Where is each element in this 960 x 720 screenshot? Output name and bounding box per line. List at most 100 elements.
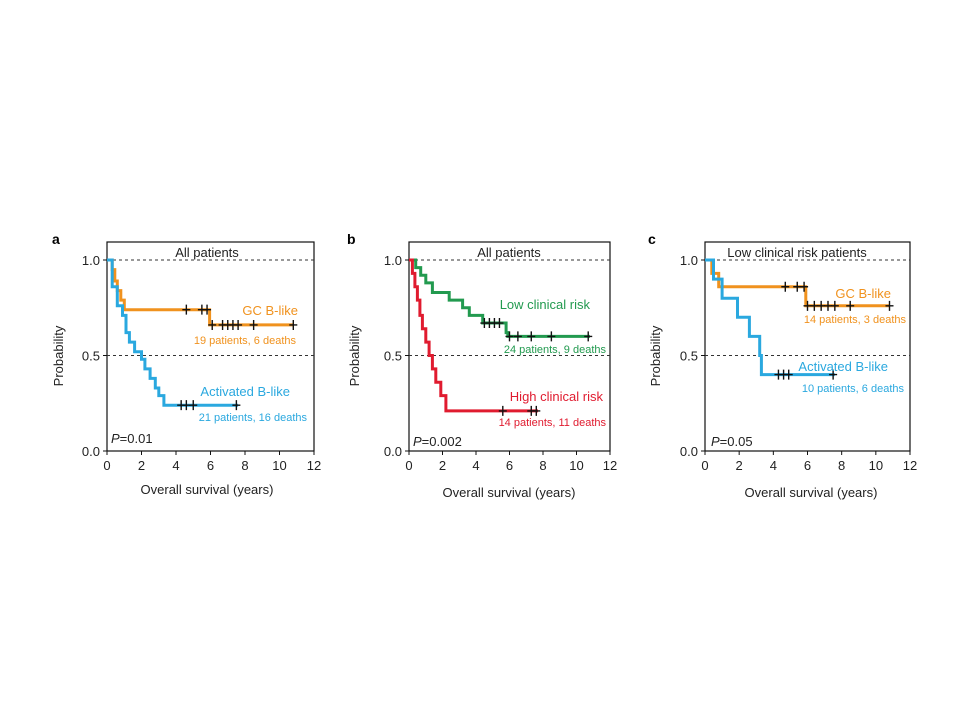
panel-b-series-0-censor-8 (584, 331, 593, 342)
panel-b-series-0-censor-3 (495, 318, 504, 329)
panel-c-plot: 0.0 0.5 1.0 0 2 4 6 8 10 12 (680, 241, 917, 473)
panel-c-series-0-censor-3 (803, 300, 812, 311)
panel-c-letter: c (648, 231, 656, 247)
panel-a-series-0-censor-8 (249, 319, 258, 330)
panel-a-pvalue-label: P (111, 431, 120, 446)
panel-b-title: All patients (477, 245, 541, 260)
panel-c-ytick-label-0: 0.0 (680, 444, 698, 459)
panel-b-plot: 0.0 0.5 1.0 0 2 4 6 8 10 12 (384, 241, 617, 473)
panel-b-series-0-label: Low clinical risk (500, 297, 591, 312)
panel-a-series-0-censor-0 (182, 304, 191, 315)
panel-c: c Probability Overall survival (years) L… (648, 231, 917, 500)
panel-c-series-1-censor-2 (784, 369, 793, 380)
panel-a-xtick-label-1: 2 (138, 458, 145, 473)
panel-a-xtick-label-2: 4 (172, 458, 179, 473)
panel-b-ylabel: Probability (347, 325, 362, 386)
panel-b-letter: b (347, 231, 356, 247)
panel-c-title: Low clinical risk patients (727, 245, 867, 260)
panel-c-series-0-censor-5 (817, 300, 826, 311)
panel-a-ytick-label-1: 0.5 (82, 349, 100, 364)
panel-c-series-0-censor-4 (810, 300, 819, 311)
panel-b-xtick-label-3: 6 (506, 458, 513, 473)
panel-a-xlabel: Overall survival (years) (141, 482, 274, 497)
panel-c-series-0-censor-6 (824, 300, 832, 311)
panel-a-series-1-curve (107, 258, 239, 407)
panel-b: b Probability Overall survival (years) A… (347, 231, 617, 500)
panel-a-plot: 0.0 0.5 1.0 0 2 4 6 8 10 12 (82, 241, 321, 473)
panel-a-series-1-count: 21 patients, 16 deaths (199, 412, 308, 424)
panel-b-series-0-censor-4 (505, 331, 514, 342)
panel-b-series-0-curve (409, 258, 590, 338)
panel-a-series-labels: GC B-like 19 patients, 6 deaths Activate… (194, 303, 308, 424)
panel-a-ylabel: Probability (51, 325, 66, 386)
panel-a-series-1-censor-1 (182, 400, 191, 411)
panel-a-series-1-label: Activated B-like (200, 384, 290, 399)
panel-b-xtick-label-0: 0 (405, 458, 412, 473)
panel-a-letter: a (52, 231, 60, 247)
panel-a-series-0-censor-2 (203, 304, 212, 315)
panel-b-series-labels: Low clinical risk 24 patients, 9 deaths … (499, 297, 607, 429)
panel-b-series-1-censor-0 (498, 405, 507, 416)
panel-a-pvalue-text: =0.01 (120, 431, 153, 446)
panel-b-ytick-label-1: 0.5 (384, 349, 402, 364)
panel-c-series-0-censor-0 (781, 281, 790, 292)
panel-c-series-0-censor-8 (846, 300, 855, 311)
panel-b-xtick-label-5: 10 (569, 458, 583, 473)
panel-c-ylabel: Probability (648, 325, 663, 386)
panel-c-pvalue-label: P (711, 434, 720, 449)
panel-b-series-0-censor-7 (547, 331, 556, 342)
panel-c-pvalue-text: =0.05 (720, 434, 753, 449)
panel-a-xtick-label-5: 10 (272, 458, 286, 473)
panel-c-series-1-curve (705, 258, 835, 377)
panel-c-series-labels: GC B-like 14 patients, 3 deaths Activate… (798, 286, 906, 395)
panel-b-series-0-censor-6 (527, 331, 536, 342)
panel-b-ytick-label-0: 0.0 (384, 444, 402, 459)
panel-b-series-0-censor-5 (513, 331, 522, 342)
panel-b-pvalue: P=0.002 (413, 434, 462, 449)
panel-b-xtick-label-1: 2 (439, 458, 446, 473)
panel-a-xtick-label-4: 8 (241, 458, 248, 473)
panel-a-series-0-count: 19 patients, 6 deaths (194, 335, 297, 347)
panel-b-xtick-label-4: 8 (539, 458, 546, 473)
panel-c-series-0-censor-9 (885, 300, 894, 311)
panel-b-pvalue-text: =0.002 (422, 434, 462, 449)
panel-a-series-0-censor-9 (289, 319, 298, 330)
panel-c-xtick-label-4: 8 (838, 458, 845, 473)
panel-b-series-1-censor-2 (532, 405, 541, 416)
panel-a: a Probability Overall survival (years) A… (51, 231, 321, 497)
panel-c-series-0-censor-7 (830, 300, 839, 311)
panel-c-series-0-censor-2 (800, 281, 809, 292)
panel-a-xtick-label-0: 0 (103, 458, 110, 473)
panel-c-ytick-label-2: 1.0 (680, 253, 698, 268)
panel-a-xtick-label-3: 6 (207, 458, 214, 473)
panel-a-series-1-censor-2 (189, 400, 198, 411)
panel-b-series-1-label: High clinical risk (510, 389, 604, 404)
panel-c-ytick-label-1: 0.5 (680, 349, 698, 364)
panel-a-series-0-censor-3 (208, 319, 217, 330)
panel-a-ytick-label-2: 1.0 (82, 253, 100, 268)
panel-c-pvalue: P=0.05 (711, 434, 753, 449)
panel-a-ytick-label-0: 0.0 (82, 444, 100, 459)
panel-a-xtick-label-6: 12 (307, 458, 321, 473)
panel-b-series-1-count: 14 patients, 11 deaths (499, 417, 607, 429)
panel-b-xtick-label-6: 12 (603, 458, 617, 473)
panel-c-series-1-censor-3 (829, 369, 838, 380)
panel-a-title: All patients (175, 245, 239, 260)
panel-c-xtick-label-1: 2 (736, 458, 743, 473)
panel-c-series-0-censor-1 (793, 281, 802, 292)
panel-c-xtick-label-2: 4 (770, 458, 777, 473)
panel-b-series-0-count: 24 patients, 9 deaths (504, 344, 607, 356)
panel-a-pvalue: P=0.01 (111, 431, 153, 446)
panel-b-series-1-curve (409, 258, 538, 413)
panel-b-xtick-label-2: 4 (472, 458, 479, 473)
panel-c-xtick-label-6: 12 (903, 458, 917, 473)
panel-b-xlabel: Overall survival (years) (443, 485, 576, 500)
panel-b-ytick-label-2: 1.0 (384, 253, 402, 268)
panel-a-series-1-censor-3 (232, 400, 241, 411)
panel-c-series-0-label: GC B-like (835, 286, 891, 301)
panel-c-xtick-label-5: 10 (869, 458, 883, 473)
panel-c-xtick-label-0: 0 (701, 458, 708, 473)
panel-a-series-0-censor-7 (234, 319, 243, 330)
panel-c-series-0-count: 14 patients, 3 deaths (804, 314, 907, 326)
